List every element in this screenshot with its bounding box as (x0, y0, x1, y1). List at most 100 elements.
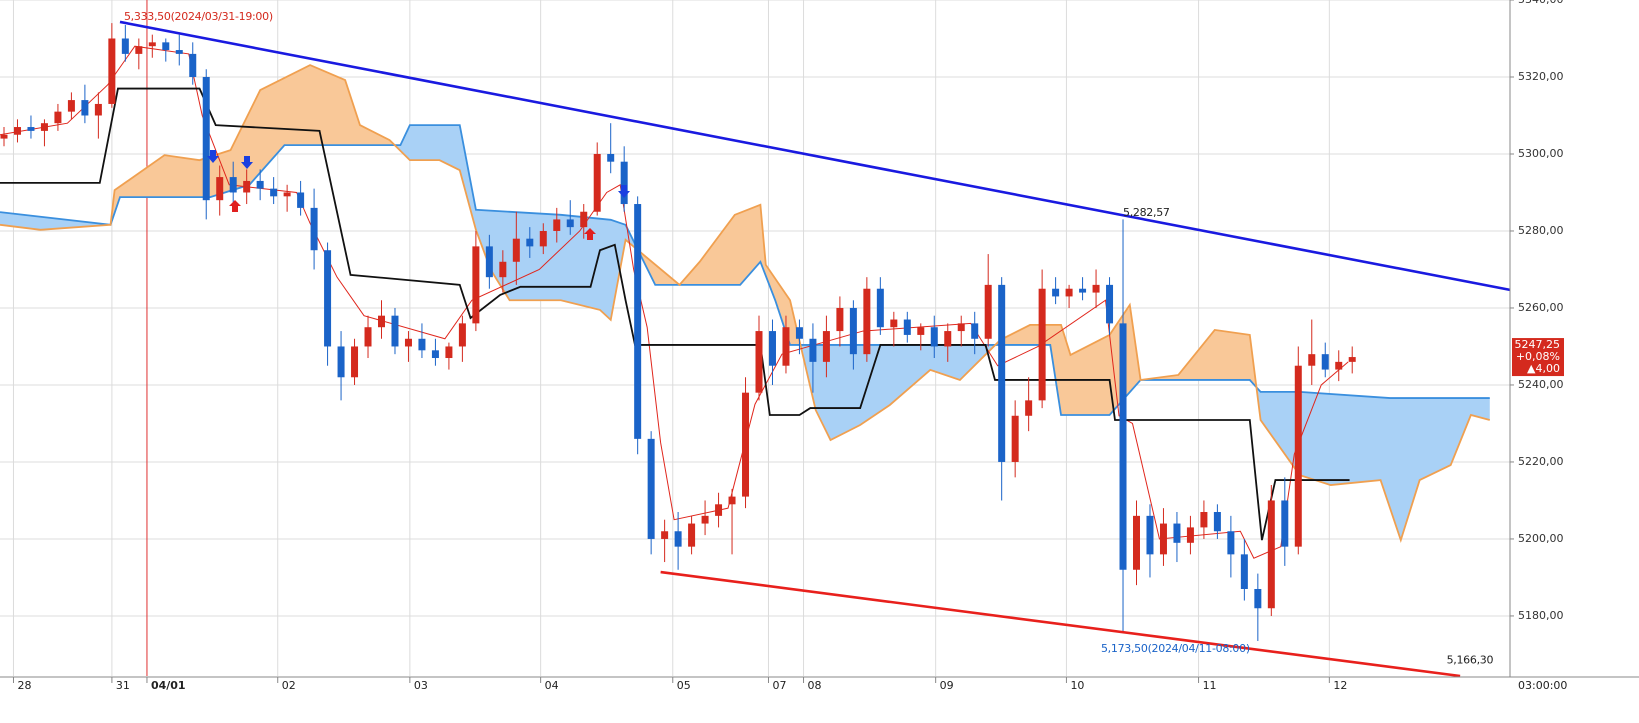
sell-signal (241, 156, 253, 169)
ichimoku-cloud (0, 65, 1490, 541)
y-tick-label: 5180,00 (1518, 609, 1564, 622)
candle-body (1267, 500, 1275, 609)
candle-body (81, 100, 89, 116)
trend-line (119, 20, 1511, 292)
candle-body (445, 346, 453, 359)
y-tick-label: 5240,00 (1518, 378, 1564, 391)
annotation: 5,166,30 (1447, 654, 1494, 667)
candle-body (526, 238, 534, 247)
candle-body (1186, 527, 1194, 543)
candle-body (971, 323, 979, 339)
candle-body (256, 180, 264, 189)
candle-body (863, 288, 871, 355)
candle-body (418, 338, 426, 351)
x-tick-label: 28 (17, 679, 31, 692)
candle-body (1011, 415, 1019, 462)
candle-body (1213, 512, 1221, 532)
y-tick-label: 5260,00 (1518, 301, 1564, 314)
x-tick-label: 04/01 (151, 679, 186, 692)
candle-body (1308, 354, 1316, 366)
candle-body (351, 346, 359, 378)
candle-body (229, 177, 237, 193)
candle-body (1106, 284, 1114, 324)
candle-body (566, 219, 574, 228)
candle-body (593, 153, 601, 212)
candle-body (944, 331, 952, 347)
y-tick-label: 5320,00 (1518, 70, 1564, 83)
candle-body (1146, 515, 1154, 555)
candle-body (1335, 361, 1343, 370)
candle-body (297, 192, 305, 208)
candle-body (742, 392, 750, 497)
x-tick-label: 07 (772, 679, 786, 692)
candle-body (539, 230, 547, 247)
cloud-span (0, 124, 1490, 416)
candle-body (984, 284, 992, 339)
x-axis-end-label: 03:00:00 (1518, 679, 1567, 692)
candle-body (674, 531, 682, 547)
cloud-fill (0, 212, 112, 230)
buy-signal (229, 200, 241, 212)
candle-body (553, 219, 561, 231)
candle-body (1038, 288, 1046, 401)
indicator-line (0, 45, 1349, 559)
y-tick-label: 5200,00 (1518, 532, 1564, 545)
y-tick-label: 5280,00 (1518, 224, 1564, 237)
candle-body (998, 284, 1006, 462)
candle-body (1092, 284, 1100, 293)
x-tick-label: 02 (282, 679, 296, 692)
last-price: 5247,25 (1515, 338, 1561, 351)
candle-body (1281, 500, 1289, 547)
candle-body (135, 46, 143, 54)
y-tick-label: 5300,00 (1518, 147, 1564, 160)
candle-body (378, 315, 385, 328)
candle-body (768, 331, 776, 366)
candle-body (485, 246, 493, 278)
candle-body (620, 161, 628, 205)
x-tick-label: 31 (116, 679, 130, 692)
candle-body (1133, 515, 1140, 570)
candle-body (431, 350, 439, 359)
candle-body (189, 53, 197, 77)
candle-body (202, 76, 210, 201)
candle-body (364, 327, 372, 347)
candle-body (728, 496, 736, 505)
indicator-line (0, 87, 1350, 541)
candle-body (607, 153, 615, 162)
x-tick-label: 10 (1070, 679, 1084, 692)
grid (0, 0, 1510, 676)
x-tick-label: 11 (1203, 679, 1217, 692)
candle-body (1052, 288, 1060, 297)
candle-body (957, 323, 965, 332)
candle-body (1173, 523, 1181, 543)
x-tick-label: 05 (677, 679, 691, 692)
signal-arrows (207, 150, 630, 240)
candle-body (108, 38, 116, 104)
x-tick-label: 08 (808, 679, 822, 692)
candle-body (688, 523, 696, 547)
axes: 5180,00 5200,00 5220,00 5240,00 5260,00 5280,… (12, 0, 1567, 692)
indicator-lines (0, 45, 1491, 559)
annotation: 5,333,50(2024/03/31-19:00) (124, 10, 273, 23)
candle-body (67, 100, 75, 112)
candle-body (890, 319, 898, 328)
candle-body (310, 207, 318, 251)
trend-line (660, 570, 1461, 678)
candle-body (40, 123, 48, 131)
candle-body (27, 127, 35, 131)
candle-body (472, 246, 480, 324)
candle-body (458, 323, 466, 347)
candle-body (849, 307, 857, 355)
candle-body (216, 177, 224, 201)
y-tick-label: 5220,00 (1518, 455, 1564, 468)
candle-body (876, 288, 884, 328)
candle-body (1254, 588, 1262, 609)
candle-body (391, 315, 399, 347)
cloud-fill (639, 204, 801, 347)
candle-body (917, 327, 925, 335)
candle-body (283, 192, 291, 197)
annotation: 5,282,57 (1123, 206, 1170, 219)
candle-body (1240, 554, 1248, 589)
candles (0, 23, 1356, 641)
